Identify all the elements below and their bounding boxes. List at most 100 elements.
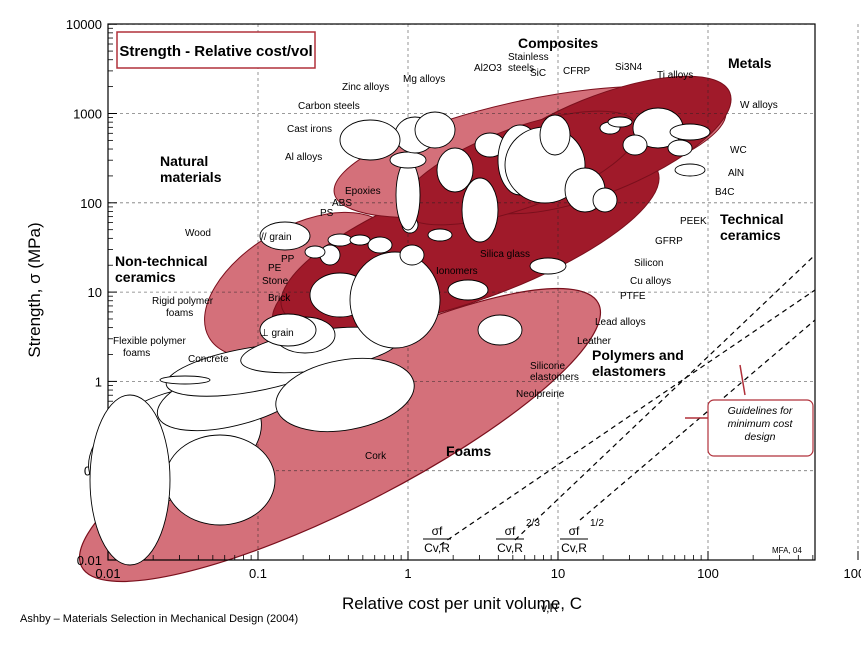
material-bubble [89,394,171,566]
material-label: Si3N4 [615,62,643,73]
y-tick-label: 1000 [73,107,102,122]
material-label: Mg alloys [403,74,445,85]
material-bubble [539,114,571,156]
formula-denominator: Cv,R [561,541,587,555]
material-label: Zinc alloys [342,82,389,93]
guideline-box [707,399,814,457]
x-tick-label: 1000 [844,566,861,581]
material-bubble [159,375,211,385]
credit-label: MFA, 04 [772,546,802,555]
x-axis-title-sub: v,R [541,601,558,615]
material-label: Leather [577,336,612,347]
material-label: Cork [365,451,387,462]
material-label: WC [730,145,747,156]
x-axis-title: Relative cost per unit volume, C [342,594,582,613]
material-bubble [367,236,393,254]
family-label: elastomers [592,363,666,379]
y-tick-label: 10 [88,285,102,300]
guideline-label-line: design [745,431,776,443]
material-bubble [399,244,425,266]
family-label: materials [160,169,222,185]
guideline-label-line: Guidelines for [728,405,793,417]
y-tick-label: 1 [95,374,102,389]
material-label: CFRP [563,66,591,77]
guideline-slope-2-3 [439,289,816,546]
y-tick-label: 0.01 [77,553,102,568]
material-label: Stainless [508,52,549,63]
guideline-label-line: minimum cost [728,418,794,430]
family-label: ceramics [720,227,781,243]
material-bubble [622,134,648,156]
material-bubble [447,279,489,301]
title-box [116,31,316,69]
material-bubble [395,159,421,231]
material-bubble [592,187,618,213]
material-label: Epoxies [345,186,381,197]
material-bubble [259,313,317,347]
x-tick-label: 0.1 [249,566,267,581]
material-label: Neolpreine [516,389,565,400]
material-label: elastomers [530,372,579,383]
formula-numerator: σf [569,524,580,538]
material-label: Cast irons [287,124,332,135]
material-bubble [427,228,453,242]
material-bubble [414,111,456,149]
material-bubble [275,358,415,432]
formula-exponent: 2/3 [526,518,540,529]
plot-area: 0.010.111010010000.010.1110100100010000G… [25,17,861,615]
guideline-arrow [739,364,746,396]
material-label: steels [508,63,534,74]
material-bubble [529,257,567,275]
x-tick-label: 10 [551,566,565,581]
formula-denominator: Cv,R [424,541,450,555]
material-label: Silica glass [480,249,530,260]
material-label: PS [320,208,334,219]
material-bubble [667,139,693,157]
material-label: Concrete [188,354,229,365]
material-label: Rigid polymer [152,296,214,307]
material-label: Wood [185,228,211,239]
family-label: ceramics [115,269,176,285]
material-label: Al2O3 [474,63,502,74]
material-bubble [607,116,633,128]
formula-numerator: σf [432,524,443,538]
material-label: Stone [262,276,289,287]
material-label: SiC [530,68,546,79]
caption: Ashby – Materials Selection in Mechanica… [20,613,299,625]
material-label: ABS [332,198,352,209]
material-bubble [327,233,353,247]
family-label: Polymers and [592,347,684,363]
material-label: // grain [261,232,292,243]
material-bubble [349,234,371,246]
formula-denominator: Cv,R [497,541,523,555]
material-label: foams [123,348,150,359]
material-label: W alloys [740,100,778,111]
material-label: ⊥ grain [260,328,294,339]
material-label: Ti alloys [657,70,693,81]
material-bubble [349,251,441,349]
material-bubble [164,434,276,526]
material-label: PP [281,254,295,265]
formula-exponent: 1/2 [590,518,604,529]
family-label: Non-technical [115,253,208,269]
x-tick-label: 100 [697,566,719,581]
material-label: Al alloys [285,152,322,163]
material-label: AlN [728,168,744,179]
material-label: PTFE [620,291,646,302]
family-label: Natural [160,153,208,169]
material-bubble [339,119,401,161]
family-label: Technical [720,211,784,227]
y-axis-title: Strength, σ (MPa) [25,222,44,357]
material-label: Silicone [530,361,565,372]
formula-numerator: σf [505,524,516,538]
guideline-slope-1 [514,254,816,541]
material-label: Cu alloys [630,276,671,287]
material-label: Flexible polymer [113,336,186,347]
material-bubble [304,245,326,259]
family-label: Foams [446,443,491,459]
guideline-slope-1-2 [579,319,816,521]
material-label: PE [268,263,282,274]
material-label: Lead alloys [595,317,646,328]
material-label: Brick [268,293,291,304]
material-label: GFRP [655,236,683,247]
